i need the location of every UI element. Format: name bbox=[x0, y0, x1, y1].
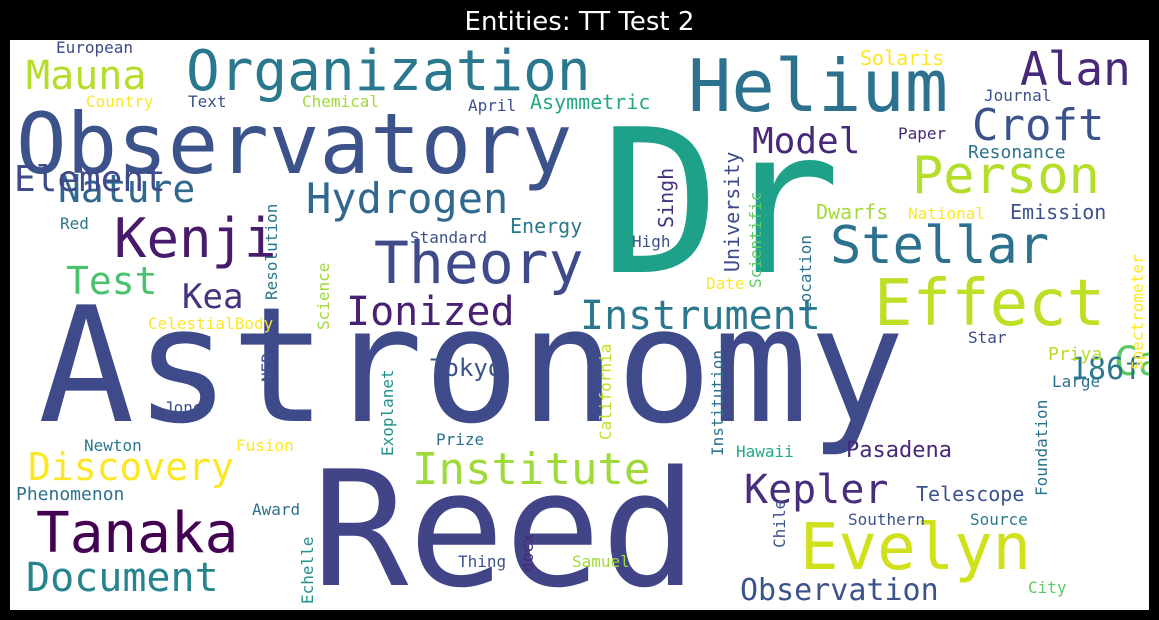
word: Spectrometer bbox=[1128, 254, 1147, 370]
word: Country bbox=[86, 92, 154, 111]
word: Large bbox=[1052, 372, 1101, 391]
word: Echelle bbox=[298, 536, 317, 604]
word: Caltech bbox=[1114, 339, 1149, 385]
word: Source bbox=[970, 510, 1028, 529]
word: Theory bbox=[374, 229, 584, 297]
word: California bbox=[596, 343, 615, 440]
word: Jones bbox=[164, 398, 213, 417]
word: Southern bbox=[848, 510, 926, 529]
word: Star bbox=[968, 328, 1007, 347]
word: Croft bbox=[972, 100, 1105, 151]
word: Element bbox=[14, 159, 166, 200]
word: National bbox=[908, 204, 986, 223]
word-cloud: Astronomy Reed Dr Observatory Helium Org… bbox=[10, 40, 1149, 610]
word: Energy bbox=[510, 214, 583, 238]
word: Prize bbox=[436, 430, 485, 449]
word: Discovery bbox=[28, 445, 234, 489]
word: Red bbox=[60, 214, 89, 233]
word: Institution bbox=[708, 350, 727, 456]
word: Foundation bbox=[1032, 399, 1051, 496]
word: Document bbox=[26, 555, 219, 601]
word: Instrument bbox=[580, 293, 821, 339]
word: Chile bbox=[770, 499, 789, 548]
word: Reed bbox=[312, 436, 698, 610]
word: Scientific bbox=[746, 191, 765, 288]
word: Paper bbox=[898, 124, 947, 143]
word: Asymmetric bbox=[530, 90, 651, 114]
word: Award bbox=[252, 500, 301, 519]
word: Observation bbox=[740, 573, 939, 608]
word: European bbox=[56, 40, 134, 57]
word: Chemical bbox=[302, 92, 380, 111]
word: Date bbox=[706, 274, 745, 293]
word: Helium bbox=[688, 44, 949, 128]
word: Pasadena bbox=[846, 438, 952, 463]
word: City bbox=[1028, 578, 1067, 597]
word: Standard bbox=[410, 228, 488, 247]
word: Model bbox=[752, 121, 861, 162]
word: Institute bbox=[412, 444, 651, 495]
word: Exoplanet bbox=[378, 369, 397, 456]
word: Nature bbox=[58, 167, 196, 211]
word: Resolution bbox=[262, 203, 281, 300]
word: Emission bbox=[1010, 200, 1107, 224]
word: Stellar bbox=[830, 216, 1050, 276]
word: Fusion bbox=[236, 436, 294, 455]
word: NER bbox=[258, 353, 277, 382]
word: Journal bbox=[984, 86, 1052, 105]
word: Observatory bbox=[16, 95, 573, 193]
word: Solaris bbox=[860, 46, 945, 70]
word: Ionized bbox=[346, 289, 515, 335]
word: Kenji bbox=[114, 207, 277, 270]
word: Thing bbox=[458, 552, 507, 571]
word: Test bbox=[66, 259, 158, 303]
word: Phenomenon bbox=[16, 484, 125, 505]
word: Newton bbox=[84, 436, 142, 455]
word: Singh bbox=[654, 167, 678, 228]
word: Dr bbox=[600, 87, 841, 320]
word: Kepler bbox=[744, 467, 889, 513]
word: 186f bbox=[1070, 352, 1143, 387]
word: Evelyn bbox=[800, 511, 1032, 585]
word: Hawaii bbox=[736, 442, 794, 461]
word: Mauna bbox=[26, 53, 147, 99]
word: High bbox=[632, 232, 671, 251]
word: Kea bbox=[182, 277, 244, 317]
word: Person bbox=[912, 146, 1100, 206]
word: Text bbox=[188, 92, 227, 111]
word: Tanaka bbox=[36, 501, 239, 566]
word: CelestialBody bbox=[148, 314, 274, 333]
word: docx bbox=[518, 533, 537, 572]
word: Samuel bbox=[572, 552, 630, 571]
word: Resonance bbox=[968, 142, 1066, 163]
word: Priya bbox=[1048, 344, 1103, 365]
word: Telescope bbox=[916, 482, 1025, 506]
word: Organization bbox=[186, 40, 591, 104]
word: Science bbox=[314, 262, 333, 330]
word: Alan bbox=[1020, 42, 1131, 96]
word: Effect bbox=[874, 267, 1106, 341]
word: Dwarfs bbox=[816, 200, 889, 224]
word: University bbox=[720, 151, 744, 272]
word: Location bbox=[796, 234, 815, 312]
word: Tokyo bbox=[430, 354, 503, 382]
chart-title: Entities: TT Test 2 bbox=[464, 7, 695, 37]
word: Hydrogen bbox=[306, 174, 509, 223]
word: Astronomy bbox=[38, 272, 905, 459]
word: April bbox=[468, 96, 517, 115]
